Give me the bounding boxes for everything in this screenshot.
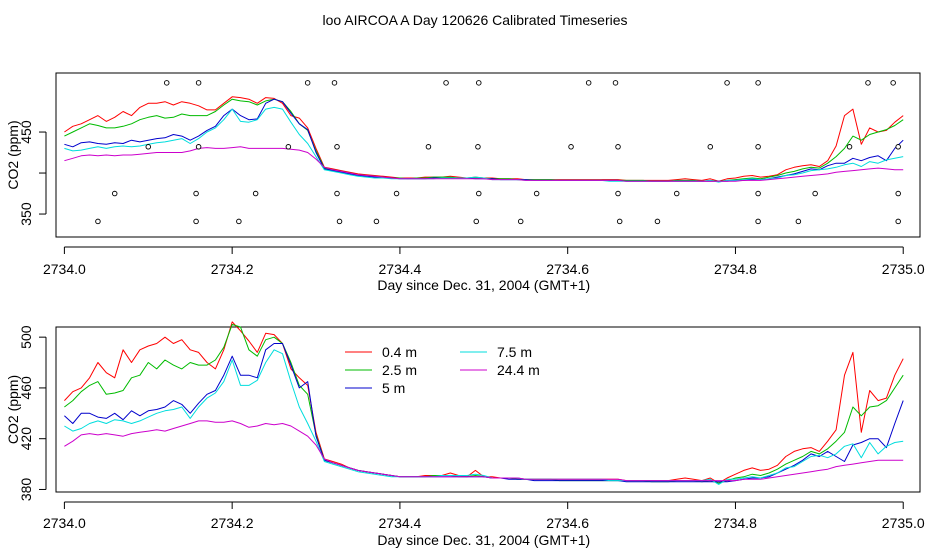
- panel1-x-tick-label: 2734.6: [546, 515, 589, 531]
- panel0-marker-point: [476, 80, 482, 86]
- panel0-marker-point: [475, 144, 481, 150]
- panel0-x-tick-label: 2734.8: [714, 261, 757, 277]
- panel0-marker-point: [615, 144, 621, 150]
- panel1-x-tick-label: 2735.0: [882, 515, 925, 531]
- bottom-panel: 2734.0 2734.2 2734.4 2734.6 2734.8 2735.0 Day …: [5, 321, 925, 548]
- panel0-marker-point: [145, 144, 152, 150]
- panel0-marker-point: [755, 218, 761, 225]
- panel1-legend-label-7-5-m: 7.5 m: [497, 344, 532, 360]
- panel0-series-line-24-4-m: [64, 146, 904, 182]
- panel0-marker-point: [193, 218, 199, 225]
- panel0-marker-point: [443, 80, 449, 86]
- panel1-y-tick-label: 460: [18, 376, 34, 400]
- panel0-marker-point: [568, 144, 574, 150]
- panel1-series-line-2-5-m: [64, 324, 904, 484]
- panel0-marker-point: [755, 190, 761, 197]
- panel1-y-tick-label: 500: [18, 325, 34, 349]
- panel0-x-tick-label: 2735.0: [882, 261, 925, 277]
- panel0-marker-points: [95, 80, 901, 225]
- panel0-marker-point: [285, 144, 292, 150]
- panel0-marker-point: [304, 80, 311, 86]
- panel0-x-tick-label: 2734.4: [379, 261, 422, 277]
- panel0-plot-frame: [55, 72, 921, 238]
- panel0-marker-point: [890, 80, 896, 86]
- panel0-marker-point: [193, 190, 199, 197]
- panel1-x-tick-label: 2734.4: [379, 515, 422, 531]
- panel0-x-axis-label: Day since Dec. 31, 2004 (GMT+1): [377, 277, 590, 293]
- panel0-marker-point: [755, 80, 761, 86]
- panel0-series-line-7-5-m: [64, 106, 904, 183]
- panel0-marker-point: [533, 190, 540, 197]
- panel0-marker-point: [425, 144, 432, 150]
- panel0-marker-point: [517, 218, 524, 225]
- panel0-marker-point: [195, 80, 202, 86]
- panel0-marker-point: [755, 144, 761, 150]
- panel0-marker-point: [812, 190, 818, 197]
- panel0-marker-point: [236, 218, 242, 225]
- panel1-y-tick-label: 380: [18, 478, 34, 502]
- panel1-series-line-5-m: [64, 343, 904, 483]
- panel0-marker-point: [616, 218, 623, 225]
- panel0-marker-point: [334, 190, 340, 197]
- panel0-y-tick-label: 450: [18, 120, 34, 144]
- panel0-x-tick-label: 2734.2: [211, 261, 254, 277]
- panel1-x-tick-label: 2734.8: [714, 515, 757, 531]
- panel0-marker-point: [334, 144, 340, 150]
- panel1-x-tick-label: 2734.2: [211, 515, 254, 531]
- panel0-x-tick-label: 2734.0: [43, 261, 86, 277]
- panel0-marker-point: [585, 80, 592, 86]
- chart-title: loo AIRCOA A Day 120626 Calibrated Times…: [322, 12, 627, 28]
- panel0-series-line-5-m: [64, 98, 904, 182]
- panel0-marker-point: [612, 80, 619, 86]
- panel0-marker-point: [895, 144, 901, 150]
- panel1-x-tick-label: 2734.0: [43, 515, 86, 531]
- panel0-marker-point: [473, 218, 480, 225]
- panel0-marker-point: [393, 190, 400, 197]
- panel1-series-lines: [64, 321, 904, 485]
- panel0-marker-point: [707, 144, 714, 150]
- panel0-marker-point: [895, 190, 901, 197]
- panel0-series-line-0-4-m: [64, 96, 904, 182]
- panel0-marker-point: [331, 80, 338, 86]
- panel0-marker-point: [195, 144, 202, 150]
- panel0-marker-point: [865, 80, 871, 86]
- panel1-legend: 0.4 m 2.5 m 5 m 7.5 m 24.4 m: [345, 344, 540, 396]
- panel0-marker-point: [615, 190, 621, 197]
- panel1-x-axis-label: Day since Dec. 31, 2004 (GMT+1): [377, 532, 590, 548]
- panel0-series-lines: [64, 96, 904, 183]
- panel1-legend-label-24-4-m: 24.4 m: [497, 362, 540, 378]
- panel0-marker-point: [163, 80, 170, 86]
- panel0-marker-point: [846, 144, 853, 150]
- top-panel: 2734.0 2734.2 2734.4 2734.6 2734.8 2735.0 Day …: [5, 72, 925, 293]
- panel1-series-line-24-4-m: [64, 420, 904, 482]
- panel0-marker-point: [795, 218, 802, 225]
- panel0-marker-point: [95, 218, 101, 225]
- panel0-marker-point: [111, 190, 118, 197]
- panel1-y-tick-label: 420: [18, 427, 34, 451]
- panel0-marker-point: [654, 218, 661, 225]
- panel1-legend-label-2-5-m: 2.5 m: [382, 362, 417, 378]
- panel1-series-line-0-4-m: [64, 321, 904, 484]
- panel0-y-tick-label: 350: [18, 202, 34, 226]
- panel0-marker-point: [252, 190, 259, 197]
- panel1-plot-frame: [55, 326, 921, 493]
- panel0-marker-point: [476, 190, 482, 197]
- panel1-legend-label-0-4-m: 0.4 m: [382, 344, 417, 360]
- panel0-y-axis-label: CO2 (ppm): [5, 120, 21, 189]
- panel0-marker-point: [673, 190, 680, 197]
- panel1-legend-label-5-m: 5 m: [382, 380, 405, 396]
- panel0-x-tick-label: 2734.6: [546, 261, 589, 277]
- panel0-marker-point: [373, 218, 380, 225]
- panel0-marker-point: [336, 218, 343, 225]
- panel1-series-line-7-5-m: [64, 349, 904, 485]
- panel0-marker-point: [724, 80, 730, 86]
- panel1-y-axis-label: CO2 (ppm): [5, 375, 21, 444]
- panel0-marker-point: [895, 218, 901, 225]
